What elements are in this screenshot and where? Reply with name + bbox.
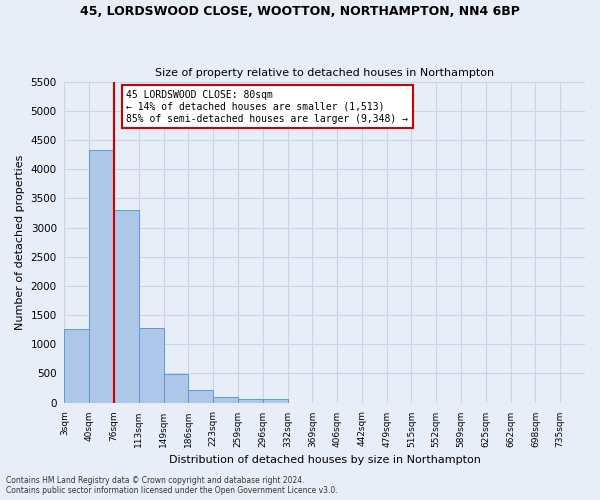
Title: Size of property relative to detached houses in Northampton: Size of property relative to detached ho… [155, 68, 494, 78]
Text: 45, LORDSWOOD CLOSE, WOOTTON, NORTHAMPTON, NN4 6BP: 45, LORDSWOOD CLOSE, WOOTTON, NORTHAMPTO… [80, 5, 520, 18]
X-axis label: Distribution of detached houses by size in Northampton: Distribution of detached houses by size … [169, 455, 481, 465]
Bar [188, 390, 213, 402]
Bar [114, 210, 139, 402]
Bar [263, 399, 287, 402]
Text: 45 LORDSWOOD CLOSE: 80sqm
← 14% of detached houses are smaller (1,513)
85% of se: 45 LORDSWOOD CLOSE: 80sqm ← 14% of detac… [127, 90, 409, 124]
Bar [89, 150, 114, 403]
Bar [238, 398, 263, 402]
Y-axis label: Number of detached properties: Number of detached properties [15, 154, 25, 330]
Bar [64, 328, 89, 402]
Bar [139, 328, 164, 402]
Bar [164, 374, 188, 402]
Text: Contains HM Land Registry data © Crown copyright and database right 2024.
Contai: Contains HM Land Registry data © Crown c… [6, 476, 338, 495]
Bar [213, 398, 238, 402]
